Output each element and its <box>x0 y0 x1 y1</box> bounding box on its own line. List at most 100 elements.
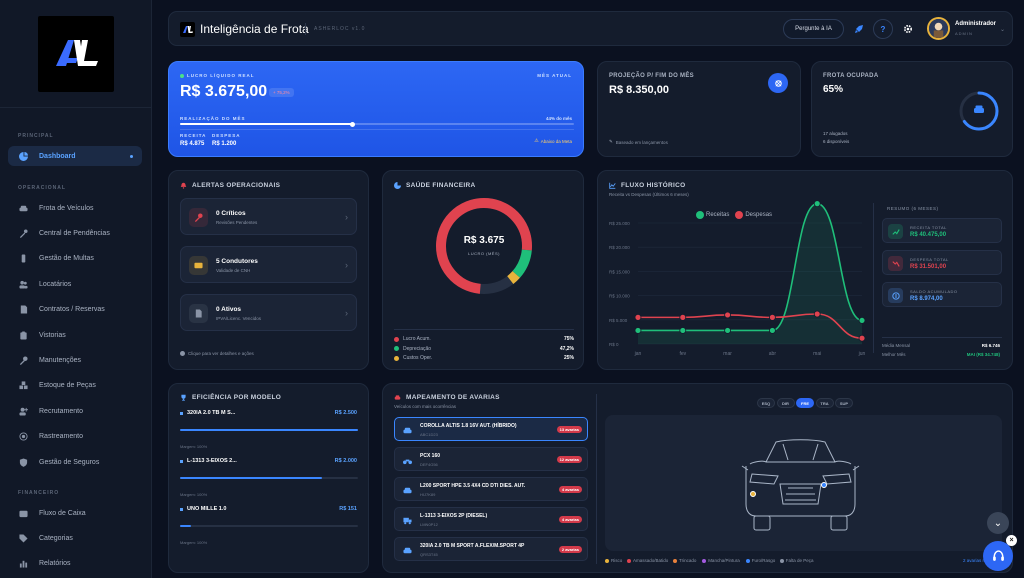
sync-icon[interactable] <box>768 73 788 93</box>
progress-track <box>180 121 574 127</box>
resumo-divider <box>882 337 1002 338</box>
data-point[interactable] <box>858 334 866 342</box>
sidebar-item-6[interactable]: Manutenções <box>8 350 142 370</box>
sidebar-item-2[interactable]: Gestão de Multas <box>8 249 142 269</box>
user-menu[interactable]: Administrador ADMIN ⌄ <box>927 17 1007 42</box>
sidebar-item-5[interactable]: Vistorias <box>8 325 142 345</box>
brand-logo[interactable] <box>38 16 114 92</box>
trend-up-icon <box>888 224 903 239</box>
user-name: Administrador <box>955 21 997 27</box>
chart-vertical-divider <box>873 203 874 353</box>
view-toggle-esq[interactable]: ESQ <box>757 398 775 408</box>
vehicle-item[interactable]: COROLLA ALTIS 1.8 16V AUT. (HÍBRIDO) ABC… <box>394 417 588 441</box>
lucro-label: LUCRO LÍQUIDO REAL <box>180 73 255 78</box>
vehicle-item[interactable]: L200 SPORT HPE 3.5 4X4 CD DTI DIES. AUT.… <box>394 477 588 501</box>
help-icon[interactable]: ? <box>873 19 893 39</box>
vehicle-item[interactable]: 320IA 2.0 TB M SPORT A.FLEX/M.SPORT 4P Q… <box>394 537 588 561</box>
area-receitas <box>638 203 862 344</box>
legend-receitas[interactable]: Receitas <box>696 211 729 219</box>
sidebar-item-fin-1[interactable]: Categorias <box>8 528 142 548</box>
bell-icon <box>180 182 187 189</box>
data-point[interactable] <box>679 327 687 334</box>
settings-icon[interactable] <box>898 19 918 39</box>
projecao-value: R$ 8.350,00 <box>609 84 669 96</box>
alert-title: 5 Condutores <box>216 258 258 265</box>
sidebar-item-fin-2[interactable]: Relatórios <box>8 554 142 574</box>
data-point[interactable] <box>724 327 732 334</box>
sidebar-item-fin-0[interactable]: Fluxo de Caixa <box>8 503 142 523</box>
avarias-title: MAPEAMENTO DE AVARIAS <box>394 394 500 401</box>
data-point[interactable] <box>858 317 866 324</box>
tools-icon <box>18 228 28 238</box>
progress-fill <box>180 121 356 127</box>
car-icon <box>401 484 413 496</box>
vehicle-name: L200 SPORT HPE 3.5 4X4 CD DTI DIES. AUT. <box>420 483 526 489</box>
close-icon[interactable]: × <box>1006 535 1017 546</box>
sidebar-item-10[interactable]: Gestão de Seguros <box>8 452 142 472</box>
damage-marker-risco[interactable] <box>750 491 756 497</box>
sidebar-item-0[interactable]: Frota de Veículos <box>8 198 142 218</box>
damage-legend-label: Mancha/Pintura <box>708 558 740 563</box>
view-toggle-tra[interactable]: TRA <box>815 398 834 408</box>
legend-dot <box>779 558 784 563</box>
sidebar-item-label: Gestão de Multas <box>39 255 94 263</box>
alert-item[interactable]: 0 Ativos IPVA/Licenc. Vencidos › <box>180 294 357 331</box>
frota-disponiveis: 6 disponíveis <box>823 139 850 144</box>
data-point[interactable] <box>813 200 821 208</box>
model-name-text: UNO MILLE 1.0 <box>187 506 227 512</box>
damage-legend-label: Trincado <box>679 558 697 563</box>
view-toggle-sup[interactable]: SUP <box>835 398 853 408</box>
meta-warning-text: Abaixo da Meta <box>540 138 572 144</box>
y-tick-label: R$ 10.000 <box>609 294 630 299</box>
damage-marker-furo[interactable] <box>821 482 827 488</box>
legend-despesas[interactable]: Despesas <box>735 211 772 219</box>
sidebar-item-7[interactable]: Estoque de Peças <box>8 376 142 396</box>
damage-legend-item: Risco <box>605 558 622 563</box>
x-tick-label: mai <box>813 351 821 357</box>
user-role: ADMIN <box>955 31 973 36</box>
topbar-logo <box>180 22 195 37</box>
frota-alugados: 17 alugados <box>823 131 848 136</box>
legend-dot <box>394 336 399 342</box>
user-plus-icon <box>18 406 28 416</box>
alert-subtitle: IPVA/Licenc. Vencidos <box>216 316 261 321</box>
ask-ai-button[interactable]: Pergunte à IA <box>783 19 844 39</box>
sidebar-item-label: Frota de Veículos <box>39 204 94 212</box>
fluxo-title: FLUXO HISTÓRICO <box>609 182 685 189</box>
donut-slice-0[interactable] <box>436 198 532 294</box>
vehicle-item[interactable]: L-1313 3-EIXOS 2P (DIESEL) LMN0P12 4 ava… <box>394 507 588 531</box>
scroll-down-button[interactable]: ⌄ <box>987 512 1009 534</box>
support-chat-button[interactable] <box>983 541 1013 571</box>
sidebar-item-9[interactable]: Rastreamento <box>8 427 142 447</box>
sidebar-item-1[interactable]: Central de Pendências <box>8 223 142 243</box>
alert-item[interactable]: 0 Críticos Revisões Pendentes › <box>180 198 357 235</box>
title-separator <box>305 23 306 35</box>
vehicle-item[interactable]: PCX 160 DEF4G56 12 avarias <box>394 447 588 471</box>
damage-legend-item: Mancha/Pintura <box>702 558 740 563</box>
sidebar-item-4[interactable]: Contratos / Reservas <box>8 300 142 320</box>
sidebar-item-8[interactable]: Recrutamento <box>8 401 142 421</box>
view-toggle-dir[interactable]: DIR <box>776 398 795 408</box>
view-toggle-fre[interactable]: FRE <box>796 398 814 408</box>
warning-icon: ⚠ <box>534 138 539 144</box>
sidebar-item-3[interactable]: Locatários <box>8 274 142 294</box>
model-name-text: 320IA 2.0 TB M S... <box>187 410 236 416</box>
sidebar-item-label: Dashboard <box>39 152 76 160</box>
data-point[interactable] <box>768 313 776 321</box>
data-point[interactable] <box>634 313 642 321</box>
model-value: R$ 2.500 <box>334 410 357 416</box>
data-point[interactable] <box>768 327 776 334</box>
data-point[interactable] <box>679 313 687 321</box>
data-point[interactable] <box>813 310 821 318</box>
pencil-icon: ✎ <box>609 139 613 144</box>
resumo-label: SALDO ACUMULADO <box>910 289 958 294</box>
legend-dot <box>394 355 399 361</box>
rocket-icon[interactable] <box>849 19 869 39</box>
sidebar-item-dashboard[interactable]: Dashboard <box>8 146 142 166</box>
alert-item[interactable]: 5 Condutores Validade de CNH › <box>180 246 357 283</box>
shield-icon <box>18 457 28 467</box>
sidebar-item-label: Categorias <box>39 534 73 542</box>
data-point[interactable] <box>634 327 642 334</box>
car-crash-icon <box>394 395 401 400</box>
data-point[interactable] <box>724 311 732 319</box>
